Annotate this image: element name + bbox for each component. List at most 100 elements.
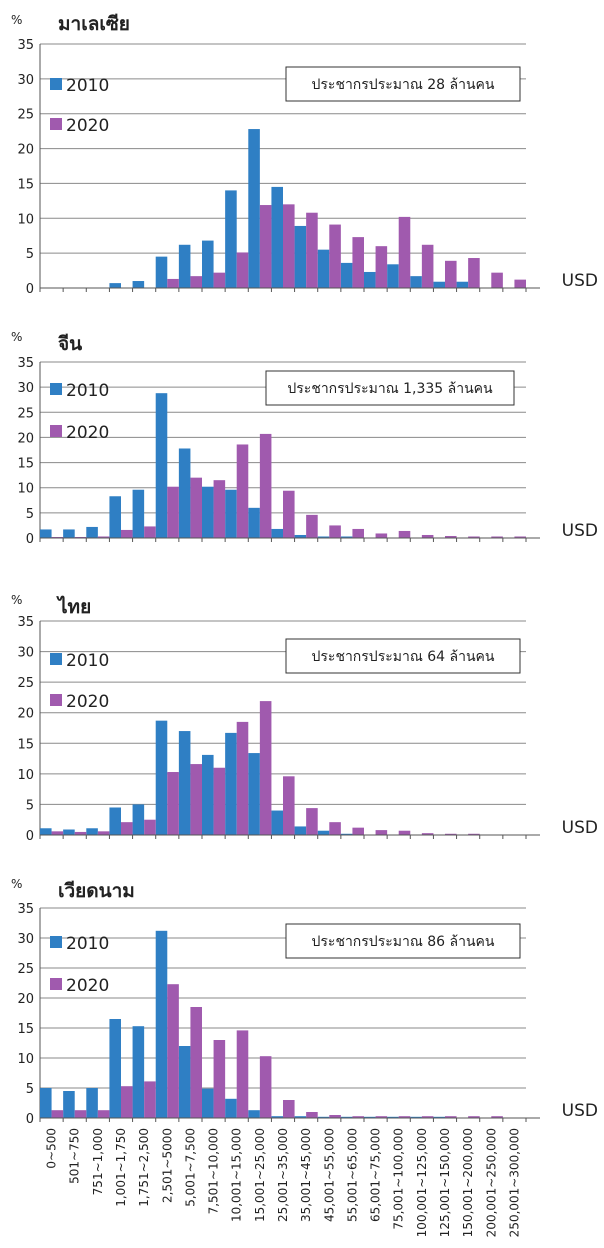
bar — [433, 1116, 445, 1118]
bar — [109, 807, 121, 835]
legend-swatch — [50, 936, 62, 948]
x-category-label: 125,001~150,000 — [438, 1128, 452, 1237]
y-tick-label: 25 — [17, 406, 34, 421]
bar — [155, 393, 168, 538]
y-tick-label: 35 — [17, 356, 34, 371]
bar — [202, 1088, 214, 1118]
bar — [259, 433, 272, 538]
bar — [63, 829, 75, 835]
bar — [514, 279, 526, 288]
bar — [317, 1116, 330, 1118]
bar — [236, 721, 249, 835]
bar — [283, 1100, 295, 1118]
y-tick-label: 15 — [17, 1022, 34, 1037]
bar — [248, 1110, 260, 1118]
y-tick-label: 35 — [17, 902, 34, 917]
y-tick-label: 20 — [17, 707, 34, 722]
x-category-label: 10,001~15,000 — [230, 1128, 244, 1222]
bar — [306, 212, 318, 288]
x-category-label: 75,001~100,000 — [392, 1128, 406, 1230]
x-category-label: 751~1,000 — [91, 1128, 105, 1195]
y-tick-label: 5 — [26, 247, 34, 262]
bar — [213, 480, 226, 538]
bar — [271, 810, 283, 835]
y-tick-label: 10 — [17, 482, 34, 497]
bar — [421, 1116, 434, 1118]
bar — [86, 526, 98, 538]
legend-swatch — [50, 978, 62, 990]
x-category-label: 35,001~45,000 — [299, 1128, 313, 1222]
y-tick-label: 30 — [17, 73, 34, 88]
bar — [155, 930, 168, 1118]
bar — [445, 535, 457, 538]
y-tick-label: 35 — [17, 615, 34, 630]
bar — [306, 808, 318, 835]
bar — [144, 526, 156, 538]
bar — [213, 767, 226, 835]
x-axis-unit: USD — [562, 521, 598, 541]
bar — [259, 701, 272, 835]
bar — [259, 205, 272, 288]
chart-panel: 0 5 10 15 20 25 30 35% ไทย USD 2010 2020 ประชากรประม… — [11, 593, 598, 844]
bar — [306, 1112, 318, 1118]
bar — [294, 225, 307, 288]
y-tick-label: 10 — [17, 768, 34, 783]
bar — [421, 534, 434, 538]
bar — [51, 831, 64, 835]
panel-title: เวียดนาม — [58, 880, 135, 902]
chart-panel: 0 5 10 15 20 25 30 35% มาเลเซีย USD 2010 2020 ประชาก… — [11, 13, 598, 297]
bar — [167, 486, 179, 538]
bar — [178, 244, 191, 288]
bar — [468, 1116, 480, 1118]
bar — [306, 514, 318, 538]
bar — [364, 271, 376, 288]
y-tick-label: 10 — [17, 1052, 34, 1067]
legend-swatch — [50, 118, 62, 130]
bar — [340, 833, 353, 835]
bar — [271, 186, 283, 288]
y-tick-label: 0 — [26, 1112, 34, 1127]
bar — [468, 258, 480, 288]
x-category-label: 0~500 — [45, 1128, 59, 1169]
bar — [352, 528, 364, 538]
bar — [283, 776, 295, 835]
chart-panel: 0 5 10 15 20 25 30 35% จีน USD 2010 2020 ประชากรประม… — [11, 330, 598, 547]
x-category-label: 2,501~5000 — [160, 1128, 174, 1203]
population-note: ประชากรประมาณ 28 ล้านคน — [312, 77, 495, 93]
x-axis-unit: USD — [562, 1101, 598, 1121]
bar — [352, 827, 364, 835]
y-tick-label: 30 — [17, 932, 34, 947]
y-axis-label: % — [11, 13, 22, 27]
y-axis-label: % — [11, 330, 22, 344]
y-tick-label: 30 — [17, 381, 34, 396]
bar — [190, 276, 202, 288]
bar — [387, 264, 399, 288]
bar — [132, 1026, 145, 1118]
bar — [329, 1115, 341, 1118]
bar — [340, 262, 353, 288]
bar — [433, 281, 445, 288]
bar — [86, 1088, 98, 1118]
bar — [468, 833, 480, 835]
bar — [259, 1056, 272, 1118]
bar — [329, 525, 341, 538]
bar — [329, 224, 341, 288]
y-tick-label: 25 — [17, 108, 34, 123]
bar — [375, 533, 388, 538]
bar — [514, 536, 526, 538]
y-tick-label: 10 — [17, 212, 34, 227]
bar — [283, 204, 295, 288]
bar — [202, 754, 214, 835]
bar — [213, 1040, 226, 1118]
bar — [74, 536, 87, 538]
bar — [283, 490, 295, 538]
y-axis-label: % — [11, 593, 22, 607]
bar — [456, 281, 469, 288]
bar — [248, 507, 260, 538]
bar — [167, 984, 179, 1118]
y-tick-label: 15 — [17, 177, 34, 192]
bar — [491, 272, 503, 288]
population-note: ประชากรประมาณ 1,335 ล้านคน — [287, 381, 493, 397]
bar — [155, 720, 168, 835]
